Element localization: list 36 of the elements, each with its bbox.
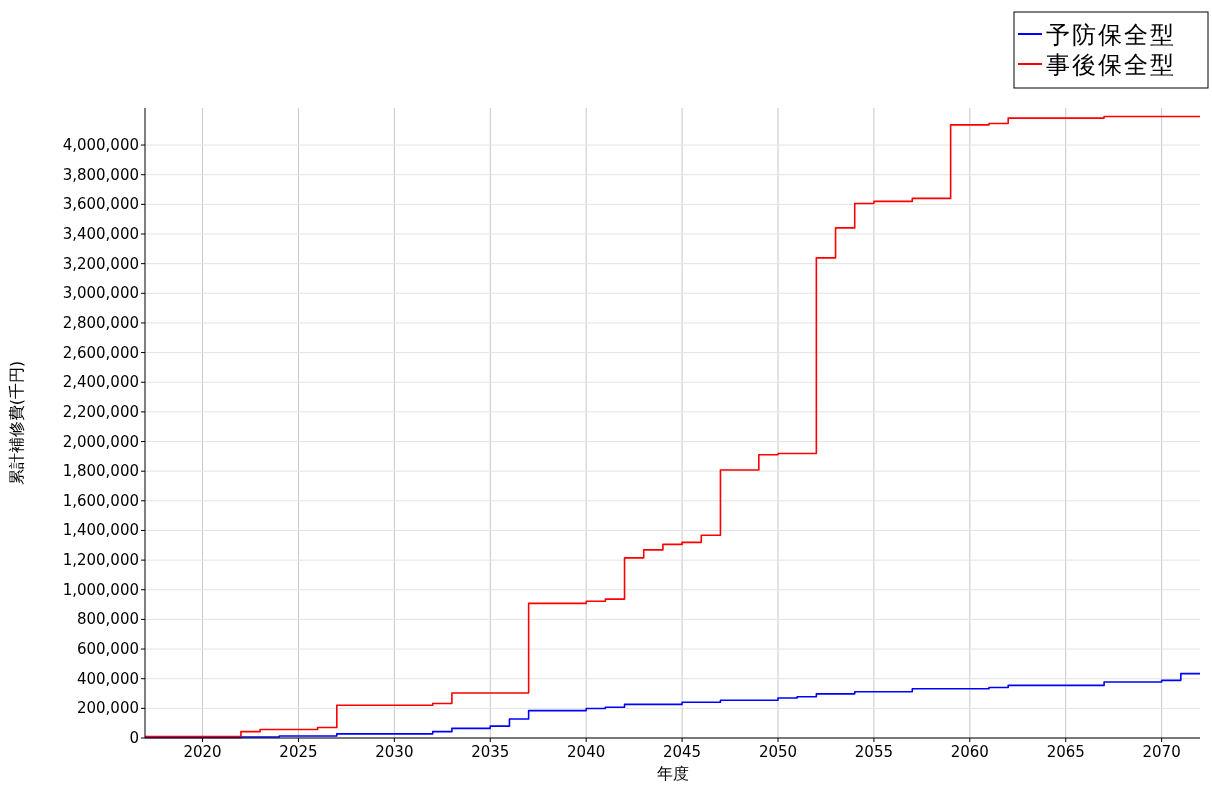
- y-tick-label: 0: [129, 729, 139, 747]
- y-tick-label: 2,200,000: [62, 402, 139, 421]
- x-tick-label: 2025: [279, 743, 318, 761]
- y-tick-label: 1,600,000: [62, 491, 139, 510]
- x-axis-title: 年度: [656, 764, 689, 783]
- legend-label: 予防保全型: [1046, 21, 1176, 49]
- x-tick-label: 2050: [758, 743, 798, 761]
- y-axis-title: 累計補修費(千円): [7, 360, 26, 486]
- x-tick-label: 2055: [854, 743, 893, 761]
- y-tick-label: 1,200,000: [62, 551, 139, 570]
- y-tick-label: 400,000: [76, 669, 139, 688]
- legend-label: 事後保全型: [1046, 51, 1176, 79]
- x-tick-label: 2045: [663, 743, 702, 761]
- y-tick-label: 1,800,000: [62, 462, 139, 481]
- y-tick-label: 1,000,000: [62, 580, 139, 599]
- x-tick-label: 2065: [1046, 743, 1085, 761]
- y-tick-label: 2,400,000: [62, 373, 139, 392]
- y-tick-label: 200,000: [76, 699, 139, 718]
- y-tick-label: 1,400,000: [62, 521, 139, 540]
- y-tick-label: 2,000,000: [62, 432, 139, 451]
- y-tick-label: 2,800,000: [62, 313, 139, 332]
- y-tick-label: 600,000: [76, 640, 139, 659]
- x-tick-label: 2060: [950, 743, 989, 761]
- y-tick-label: 3,000,000: [62, 284, 139, 303]
- y-tick-label: 3,600,000: [62, 195, 139, 214]
- y-tick-label: 2,600,000: [62, 343, 139, 362]
- x-tick-label: 2020: [183, 743, 222, 761]
- y-tick-label: 4,000,000: [62, 136, 139, 155]
- y-tick-label: 3,200,000: [62, 254, 139, 273]
- x-tick-label: 2030: [375, 743, 414, 761]
- x-tick-label: 2070: [1142, 743, 1181, 761]
- y-tick-label: 3,800,000: [62, 165, 139, 184]
- x-tick-label: 2040: [567, 743, 606, 761]
- y-tick-label: 3,400,000: [62, 225, 139, 243]
- y-tick-label: 800,000: [76, 610, 139, 629]
- x-tick-label: 2035: [471, 743, 510, 761]
